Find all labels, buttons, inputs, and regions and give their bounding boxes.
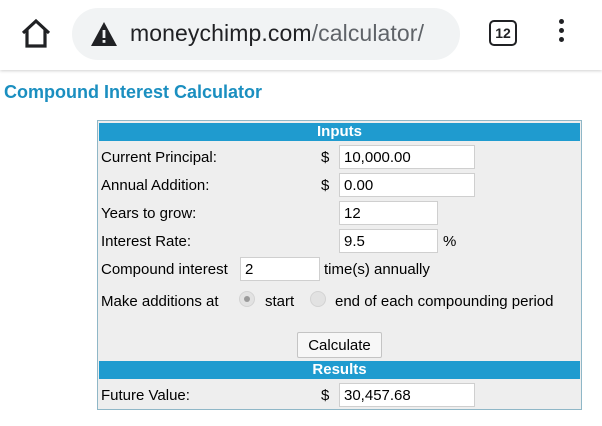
additions-start-radio[interactable] [239,291,255,307]
principal-currency: $ [321,149,330,166]
annual-addition-label: Annual Addition: [101,177,210,194]
future-value-output[interactable] [339,383,475,407]
calculate-button[interactable]: Calculate [297,332,382,358]
inputs-header: Inputs [99,123,580,141]
additions-start-label[interactable]: start [265,293,295,310]
additions-label: Make additions at [101,293,219,310]
calculator-panel: Inputs Current Principal: $ Annual Addit… [97,120,582,410]
url-host: moneychimp.com [130,20,312,46]
years-input[interactable] [339,201,438,225]
interest-rate-input[interactable] [339,229,438,253]
browser-toolbar: moneychimp.com/calculator/ 12 [0,0,602,70]
principal-label: Current Principal: [101,149,217,166]
results-header: Results [99,361,580,379]
interest-rate-label: Interest Rate: [101,233,192,250]
percent-unit: % [443,233,457,250]
additions-end-radio[interactable] [310,291,326,307]
compound-suffix: time(s) annually [324,261,430,278]
warning-triangle-icon[interactable] [90,21,118,47]
home-icon[interactable] [16,14,56,54]
url-path: /calculator/ [311,20,425,46]
future-value-label: Future Value: [101,387,190,404]
principal-input[interactable] [339,145,475,169]
compound-input[interactable] [240,257,320,281]
years-label: Years to grow: [101,205,197,222]
more-vert-icon[interactable] [553,16,569,48]
address-bar[interactable]: moneychimp.com/calculator/ [72,8,460,60]
compound-label: Compound interest [101,261,228,278]
annual-addition-currency: $ [321,177,330,194]
page-title: Compound Interest Calculator [4,82,263,102]
annual-addition-input[interactable] [339,173,475,197]
future-value-currency: $ [321,387,330,404]
tab-switcher-button[interactable]: 12 [489,20,517,46]
additions-end-label[interactable]: end of each compounding period [335,293,554,310]
url-text[interactable]: moneychimp.com/calculator/ [130,20,424,47]
